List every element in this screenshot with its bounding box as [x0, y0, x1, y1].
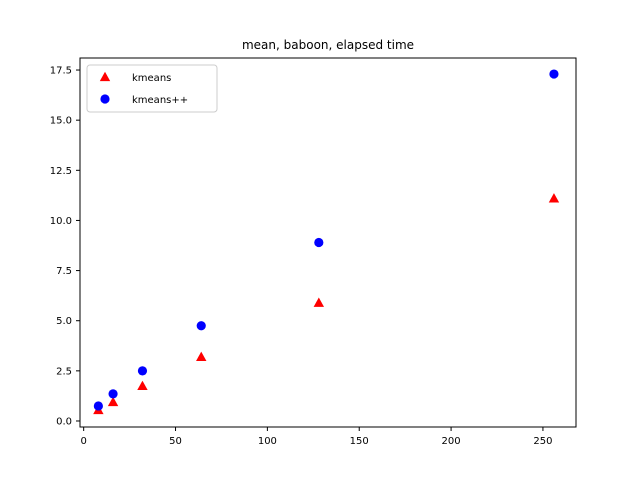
x-tick-label: 200: [442, 436, 461, 447]
data-point: [196, 321, 206, 331]
data-point: [137, 380, 148, 391]
plot-area: [93, 69, 560, 415]
x-tick-label: 150: [350, 436, 369, 447]
legend-marker: [100, 94, 110, 104]
y-tick-label: 0.0: [56, 416, 72, 427]
series-kmeansplusplus: [93, 69, 559, 411]
y-tick-label: 15.0: [50, 116, 72, 127]
y-tick-label: 5.0: [56, 316, 72, 327]
y-tick-label: 17.5: [50, 66, 72, 77]
legend: kmeans kmeans++: [86, 64, 218, 113]
data-point: [313, 297, 325, 307]
data-point: [549, 69, 559, 79]
legend-label: kmeans++: [132, 95, 188, 106]
x-tick-label: 250: [533, 436, 552, 447]
data-point: [548, 193, 560, 203]
chart-title: mean, baboon, elapsed time: [242, 38, 414, 52]
legend-label: kmeans: [132, 73, 171, 84]
axes-frame: [79, 57, 577, 428]
data-point: [107, 396, 119, 407]
legend-box: [86, 64, 218, 113]
x-tick-label: 0: [80, 436, 86, 447]
x-tick-label: 50: [169, 436, 182, 447]
legend-marker: [99, 71, 111, 82]
y-tick-label: 7.5: [56, 266, 72, 277]
data-point: [196, 351, 207, 361]
x-tick-label: 100: [258, 436, 277, 447]
y-tick-label: 2.5: [56, 366, 72, 377]
data-point: [314, 237, 324, 248]
data-point: [137, 366, 148, 376]
y-tick-label: 10.0: [50, 216, 72, 227]
y-tick-label: 12.5: [50, 166, 72, 177]
axes: 0 50 100 150 200 250 0.0 2.5 5.0 7.5 10.0 12.5 15.0 1…: [50, 57, 577, 447]
data-point: [93, 401, 103, 411]
data-point: [108, 389, 118, 399]
